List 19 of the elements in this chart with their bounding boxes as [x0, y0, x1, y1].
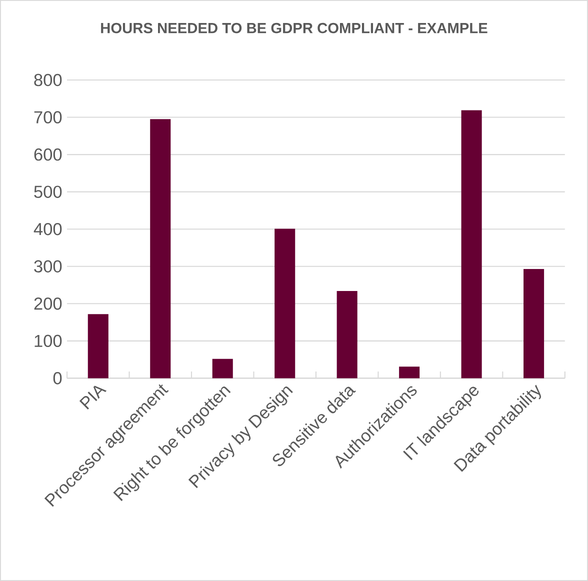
y-tick-label: 700 — [34, 111, 62, 124]
bar — [461, 110, 482, 378]
chart-title: HOURS NEEDED TO BE GDPR COMPLIANT - EXAMPLE — [101, 22, 488, 34]
y-tick-label: 100 — [34, 334, 62, 348]
bar — [399, 366, 420, 378]
y-tick-label: 800 — [34, 74, 62, 86]
x-tick-label: PIA — [79, 386, 107, 410]
bar — [212, 358, 233, 378]
bar — [150, 119, 171, 378]
y-tick-label: 200 — [34, 298, 62, 310]
bar — [274, 228, 296, 378]
y-tick-label: 0 — [53, 372, 62, 384]
bar — [524, 268, 544, 378]
bar — [88, 314, 108, 378]
y-tick-label: 300 — [34, 260, 62, 272]
y-tick-label: 600 — [34, 148, 62, 161]
bar — [336, 290, 358, 378]
y-tick-label: 400 — [34, 222, 62, 236]
y-tick-label: 500 — [34, 186, 62, 198]
